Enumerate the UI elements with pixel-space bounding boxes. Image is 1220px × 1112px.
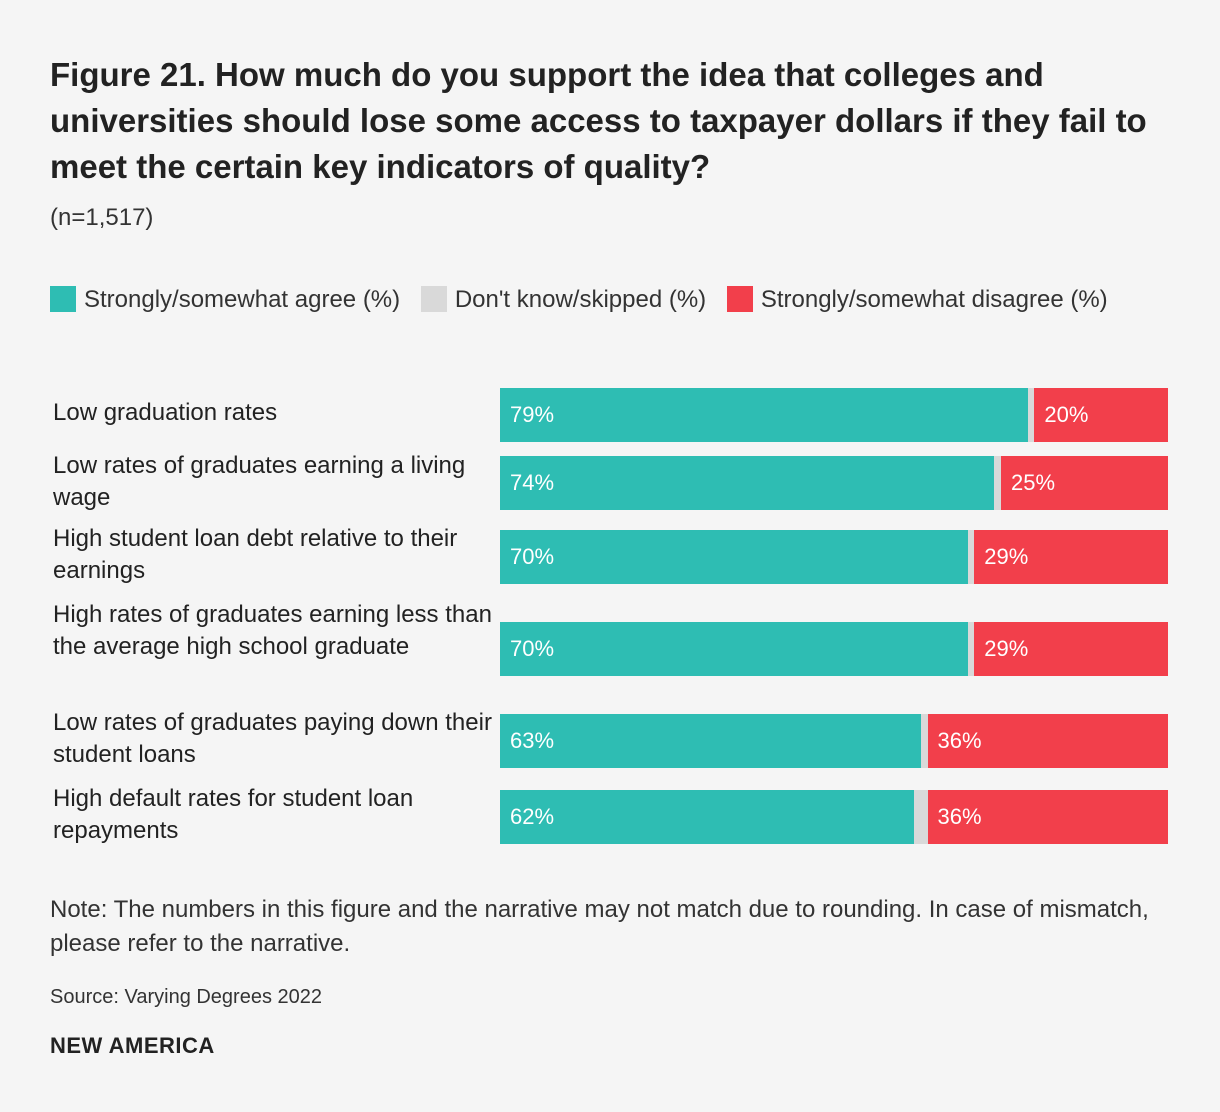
data-label-disagree: 36% — [937, 804, 982, 829]
row-label: High student loan debt relative to their… — [53, 525, 458, 584]
row-label: High rates of graduates earning less tha… — [53, 601, 492, 660]
chart-title: Figure 21. How much do you support the i… — [50, 56, 1147, 185]
data-label-agree: 63% — [510, 728, 555, 753]
row-label: Low rates of graduates paying down their… — [53, 709, 492, 768]
bar-segment-disagree — [1001, 456, 1168, 510]
bar-segment-agree — [500, 530, 968, 584]
data-label-agree: 79% — [510, 402, 555, 427]
bar-segment-disagree — [1034, 388, 1168, 442]
brand-name: NEW AMERICA — [50, 1033, 215, 1058]
data-label-disagree: 25% — [1011, 470, 1056, 495]
legend-label-dont-know: Don't know/skipped (%) — [454, 286, 707, 313]
legend-item-dont-know: Don't know/skipped (%) — [420, 286, 707, 313]
bar-segment-dont-know — [920, 714, 928, 768]
bar-segment-disagree — [974, 622, 1168, 676]
bar-segment-dont-know — [967, 622, 975, 676]
bar-segment-dont-know — [967, 530, 975, 584]
data-label-agree: 74% — [510, 470, 555, 495]
legend-swatch-disagree — [726, 286, 753, 312]
data-label-agree: 62% — [510, 804, 555, 829]
data-label-agree: 70% — [510, 636, 555, 661]
legend: Strongly/somewhat agree (%) Don't know/s… — [50, 280, 1160, 320]
data-label-agree: 70% — [510, 544, 555, 569]
data-label-disagree: 29% — [984, 636, 1029, 661]
legend-label-disagree: Strongly/somewhat disagree (%) — [760, 286, 1108, 313]
bar-segment-agree — [500, 456, 995, 510]
row-label: Low graduation rates — [53, 399, 278, 426]
data-label-disagree: 29% — [984, 544, 1029, 569]
data-label-disagree: 36% — [937, 728, 982, 753]
bar-segment-disagree — [927, 790, 1168, 844]
chart-subtitle: (n=1,517) — [50, 204, 154, 231]
chart-source: Source: Varying Degrees 2022 — [50, 986, 323, 1008]
legend-item-agree: Strongly/somewhat agree (%) — [50, 286, 400, 313]
legend-item-disagree: Strongly/somewhat disagree (%) — [726, 286, 1108, 313]
bar-segment-dont-know — [994, 456, 1001, 510]
row-label: Low rates of graduates earning a living … — [53, 452, 466, 511]
bar-segment-agree — [500, 622, 968, 676]
data-label-disagree: 20% — [1044, 402, 1089, 427]
bar-segment-dont-know — [1027, 388, 1035, 442]
chart-note: Note: The numbers in this figure and the… — [50, 896, 1149, 957]
legend-label-agree: Strongly/somewhat agree (%) — [84, 286, 401, 313]
legend-swatch-dont-know — [420, 286, 447, 312]
bar-segment-agree — [500, 388, 1028, 442]
bar-segment-disagree — [974, 530, 1168, 584]
bar-segment-agree — [500, 790, 915, 844]
bar-segment-disagree — [927, 714, 1168, 768]
legend-swatch-agree — [50, 286, 76, 312]
bar-segment-agree — [500, 714, 921, 768]
bar-segment-dont-know — [914, 790, 928, 844]
row-label: High default rates for student loan repa… — [53, 785, 414, 844]
